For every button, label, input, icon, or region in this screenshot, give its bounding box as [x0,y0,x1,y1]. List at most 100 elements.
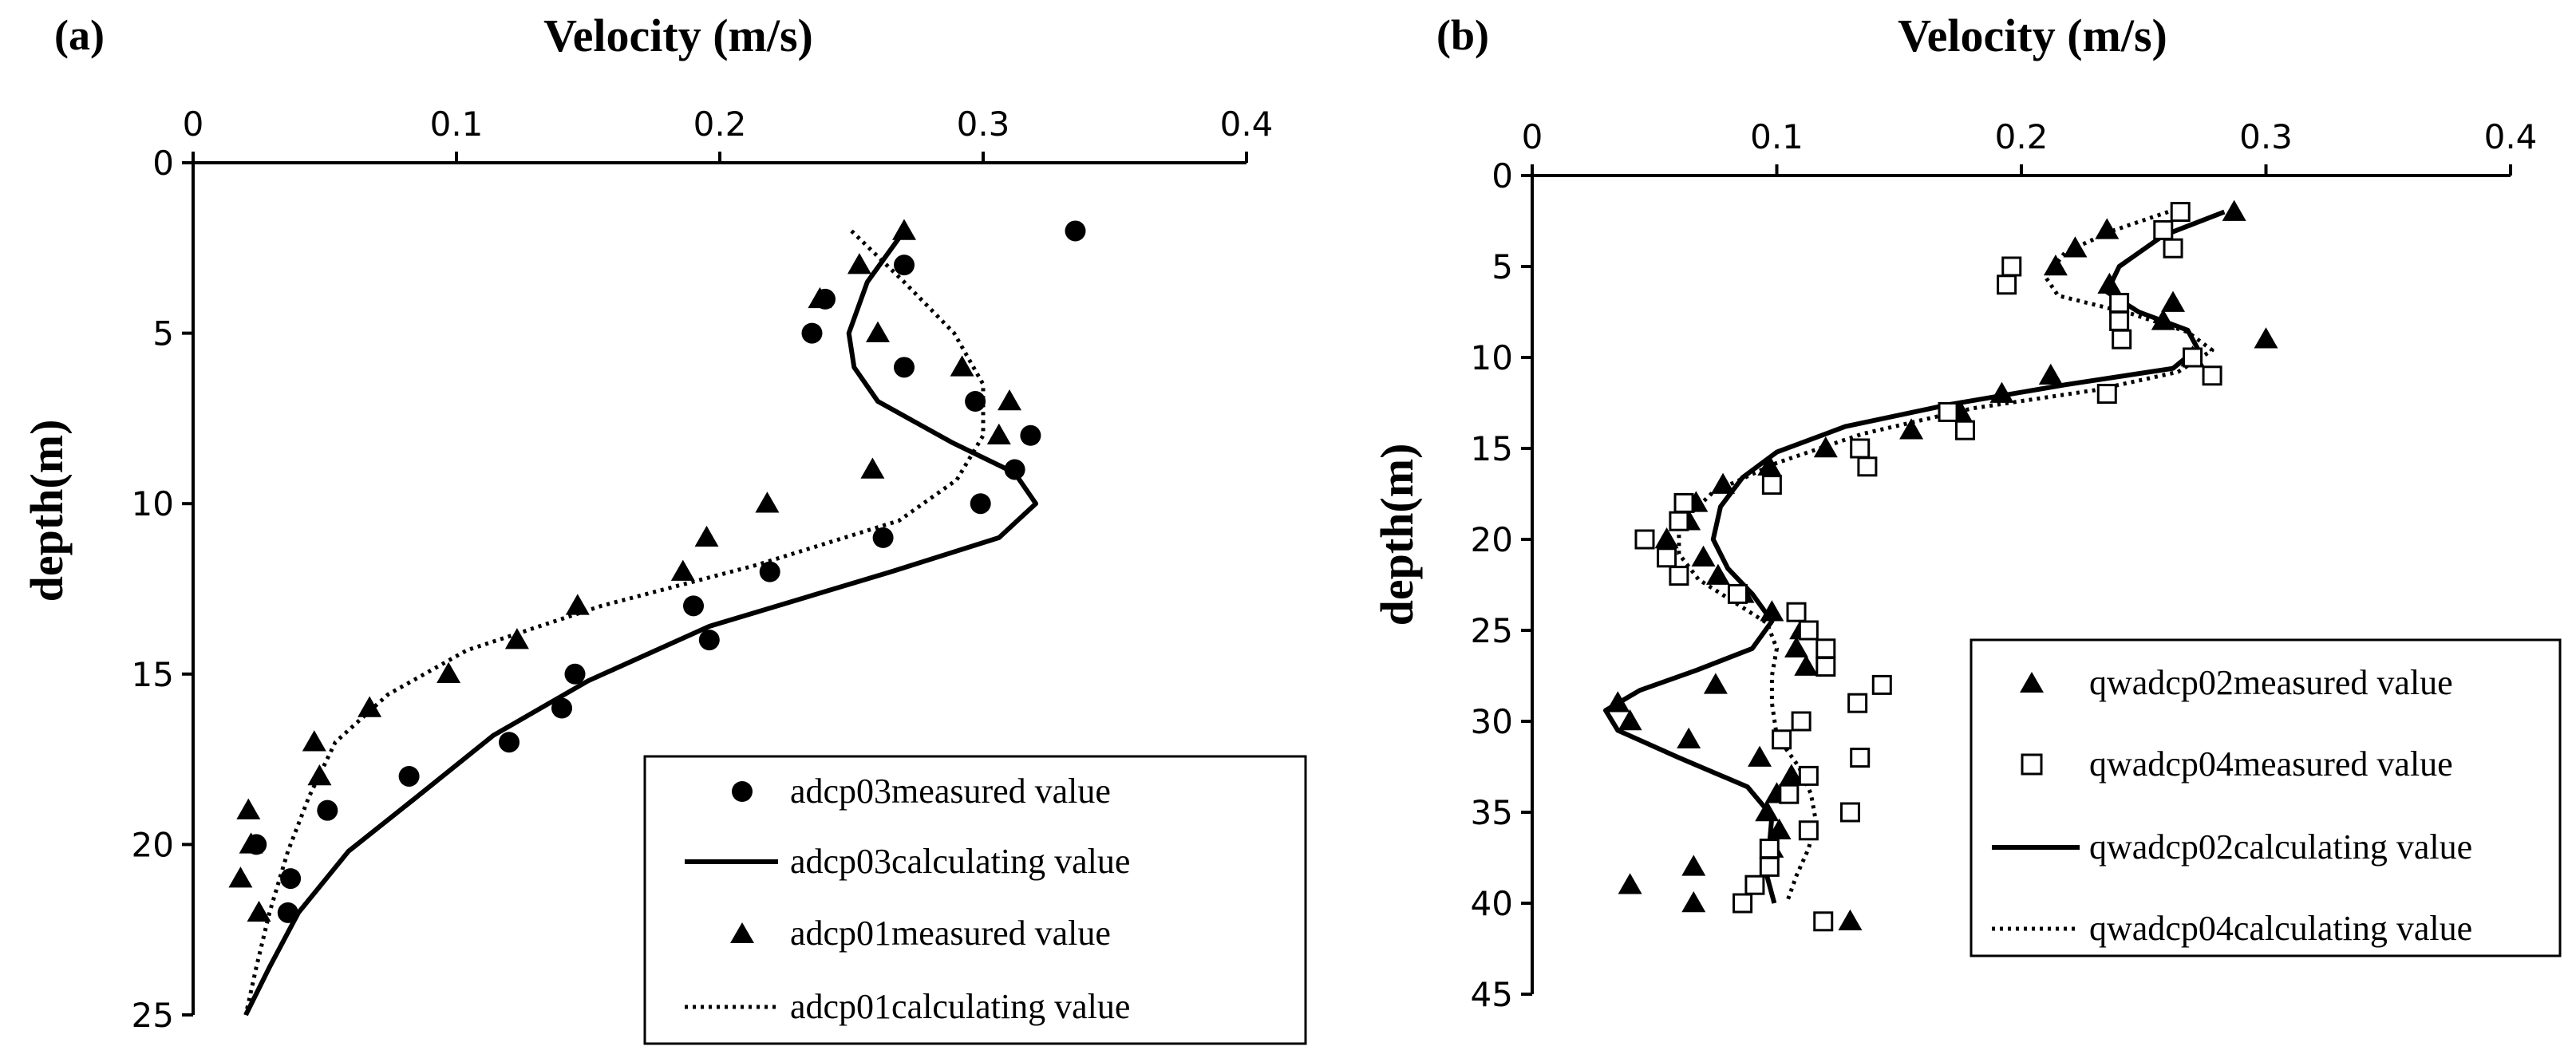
data-point-square [2170,202,2191,223]
data-point-circle [894,255,915,276]
data-point-square [1727,583,1748,604]
data-point-square [1798,820,1819,841]
data-point-triangle [1779,764,1804,785]
panel-a-label: (a) [54,11,105,59]
data-point-square [1847,693,1868,713]
data-point-square [1850,438,1871,459]
data-point-square [1798,765,1819,786]
data-point-triangle [2063,236,2088,258]
data-point-triangle [1838,909,1863,931]
data-point-triangle [998,389,1021,411]
y-tick-label: 25 [132,996,174,1035]
y-tick-label: 10 [132,484,174,523]
panel-b-legend-box [1970,638,2562,957]
x-tick-label: 0.1 [1750,117,1804,156]
y-tick-label: 35 [1471,793,1513,832]
data-point-circle [280,868,302,890]
legend-label: qwadcp04calculating value [2089,909,2472,948]
data-point-triangle [755,491,780,513]
data-point-circle [872,527,894,548]
panel-a-y-axis-title: depth(m) [21,420,73,602]
data-point-square [1673,492,1694,513]
data-point-circle [1065,220,1086,242]
x-tick-label: 0 [183,105,204,144]
data-point-triangle [302,730,326,752]
data-point-square [1761,475,1782,495]
data-point-triangle [1618,873,1642,894]
data-point-square [1634,529,1655,550]
data-point-triangle [1767,818,1792,840]
data-point-square [2109,293,2130,314]
data-point-square [1669,566,1689,586]
data-point-triangle [228,867,253,888]
data-point-triangle [950,355,974,377]
panel-a-x-axis-title: Velocity (m/s) [543,10,813,61]
data-point-square [2109,310,2130,331]
y-tick-label: 40 [1471,884,1513,923]
data-point-square [2202,365,2222,386]
y-tick-label: 20 [1471,520,1513,559]
data-point-square [1815,638,1836,659]
data-point-triangle [1757,454,1782,476]
data-point-circle [970,493,991,515]
legend-item-adcp03-measured: adcp03measured value [732,772,1111,811]
data-point-square [1744,874,1765,895]
data-point-triangle [2151,309,2175,330]
data-point-triangle [1606,691,1630,713]
y-tick-label: 15 [132,655,174,694]
legend-item-adcp01-measured: adcp01measured value [730,914,1111,953]
data-point-triangle [866,321,890,342]
legend-item-qwadcp02-calculating: qwadcp02calculating value [1992,827,2472,867]
data-point-triangle [504,628,529,649]
series-line [243,229,986,1016]
x-tick-label: 0.3 [957,105,1010,144]
data-point-triangle [1748,745,1772,767]
data-point-circle [398,765,420,787]
data-point-triangle [236,798,261,819]
data-point-circle [499,732,520,753]
data-point-circle [317,799,338,821]
data-point-circle [551,697,572,719]
panel-a: (a) Velocity (m/s) depth(m) 0 0.1 0.2 0.3 0.… [21,10,1307,1045]
data-point-triangle [1989,381,2014,403]
panel-b-legend: qwadcp02measured value qwadcp04measured … [1970,638,2562,957]
data-point-triangle [986,423,1011,445]
y-tick-label: 0 [1491,156,1513,195]
data-point-square [1759,839,1780,859]
data-point-square [1798,620,1819,641]
legend-label: adcp03calculating value [790,842,1130,881]
y-tick-label: 5 [1491,247,1513,286]
data-point-triangle [1760,600,1784,622]
data-point-square [1815,657,1836,677]
data-point-circle [759,561,780,582]
data-point-square [1772,729,1792,750]
panel-a-legend: adcp03measured value adcp03calculating v… [643,755,1307,1045]
panel-b: (b) Velocity (m/s) depth(m) 0 0.1 0.2 0.3 0.… [1371,10,2562,1014]
data-point-triangle [358,696,382,717]
data-point-triangle [2222,199,2246,221]
data-point-square [2096,384,2117,405]
x-tick-label: 0.1 [430,105,484,144]
data-point-circle [1020,424,1041,446]
data-point-triangle [1755,800,1780,822]
data-point-triangle [437,661,461,684]
data-point-triangle [1703,673,1728,694]
panel-a-legend-box [643,755,1307,1045]
data-point-triangle [1681,891,1706,913]
data-point-triangle [2161,290,2186,312]
data-point-triangle [1899,418,1924,440]
y-tick-label: 15 [1471,429,1513,468]
legend-item-adcp01-calculating: adcp01calculating value [685,987,1130,1026]
data-point-triangle [2095,218,2120,239]
x-tick-label: 0.2 [1995,117,2049,156]
data-point-square [1955,420,1976,440]
x-tick-label: 0.4 [1220,105,1274,144]
data-point-triangle [1654,527,1679,549]
data-point-triangle [565,594,590,615]
data-point-square [1732,893,1753,914]
data-point-triangle [1677,727,1701,749]
data-point-square [1871,674,1892,695]
data-point-square [1997,274,2017,295]
panel-b-y-axis-title: depth(m) [1371,444,1423,626]
